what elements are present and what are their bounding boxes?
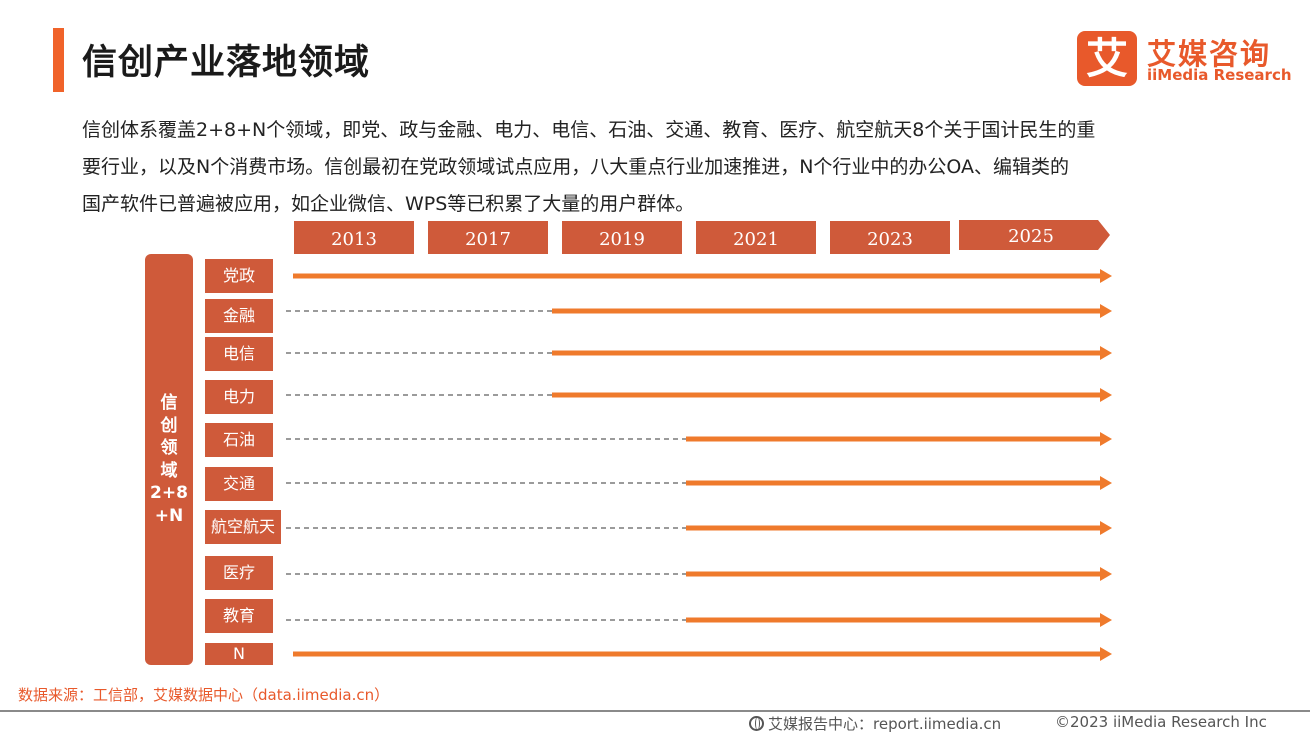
category-petroleum: 石油 <box>205 423 273 457</box>
logo-name-cn: 艾媒咨询 <box>1147 37 1272 71</box>
category-transport: 交通 <box>205 467 273 501</box>
lane-arrowhead <box>1100 476 1112 490</box>
intro-line: 要行业，以及N个消费市场。信创最初在党政领域试点应用，八大重点行业加速推进，N个… <box>82 156 1070 178</box>
lane-arrowhead <box>1100 432 1112 446</box>
lane-arrowhead <box>1100 269 1112 283</box>
year-2021: 2021 <box>696 221 816 254</box>
category-power: 电力 <box>205 380 273 414</box>
category-dangzheng: 党政 <box>205 259 273 293</box>
iimedia-logo: 艾 艾媒咨询 iiMedia Research <box>1077 31 1292 87</box>
footer-copyright: ©2023 iiMedia Research Inc <box>1055 713 1267 731</box>
category-telecom: 电信 <box>205 337 273 371</box>
group-label-char: 域 <box>160 460 178 481</box>
group-label-box: 信 创 领 域 2+8 +N <box>145 254 193 665</box>
logo-name-en: iiMedia Research <box>1147 66 1292 84</box>
lane-arrowhead <box>1100 567 1112 581</box>
lane-arrowhead <box>1100 647 1112 661</box>
globe-icon <box>749 716 764 731</box>
footer-report-text: 艾媒报告中心：report.iimedia.cn <box>768 715 1002 733</box>
page-title: 信创产业落地领域 <box>82 43 371 83</box>
year-2019: 2019 <box>562 221 682 254</box>
group-label-char: 信 <box>160 393 178 413</box>
intro-paragraph: 信创体系覆盖2+8+N个领域，即党、政与金融、电力、电信、石油、交通、教育、医疗… <box>82 112 1222 223</box>
category-finance: 金融 <box>205 299 273 333</box>
year-2013: 2013 <box>294 221 414 254</box>
year-2025: 2025 <box>1008 226 1054 247</box>
category-education: 教育 <box>205 599 273 633</box>
logo-mark-icon: 艾 <box>1077 31 1137 86</box>
group-label: 信 创 领 域 2+8 +N <box>145 392 193 527</box>
year-2025-arrow-shape <box>959 220 1110 250</box>
title-accent-bar <box>53 28 64 92</box>
category-n: N <box>205 643 273 665</box>
footer-divider <box>0 710 1310 712</box>
group-label-char: 领 <box>160 438 178 458</box>
intro-line: 信创体系覆盖2+8+N个领域，即党、政与金融、电力、电信、石油、交通、教育、医疗… <box>82 119 1096 141</box>
lane-arrowhead <box>1100 304 1112 318</box>
year-2017: 2017 <box>428 221 548 254</box>
lane-arrowhead <box>1100 388 1112 402</box>
intro-line: 国产软件已普遍被应用，如企业微信、WPS等已积累了大量的用户群体。 <box>82 193 695 215</box>
lane-arrowhead <box>1100 521 1112 535</box>
group-label-char: 创 <box>160 415 178 436</box>
lane-arrowhead <box>1100 346 1112 360</box>
group-label-char: +N <box>154 505 184 526</box>
group-label-char: 2+8 <box>150 483 188 503</box>
category-medical: 医疗 <box>205 556 273 590</box>
data-source-note: 数据来源：工信部，艾媒数据中心（data.iimedia.cn） <box>18 686 390 704</box>
lane-arrowhead <box>1100 613 1112 627</box>
year-2023: 2023 <box>830 221 950 254</box>
footer-report-center: 艾媒报告中心：report.iimedia.cn <box>749 713 1001 734</box>
category-aerospace: 航空航天 <box>205 510 281 544</box>
